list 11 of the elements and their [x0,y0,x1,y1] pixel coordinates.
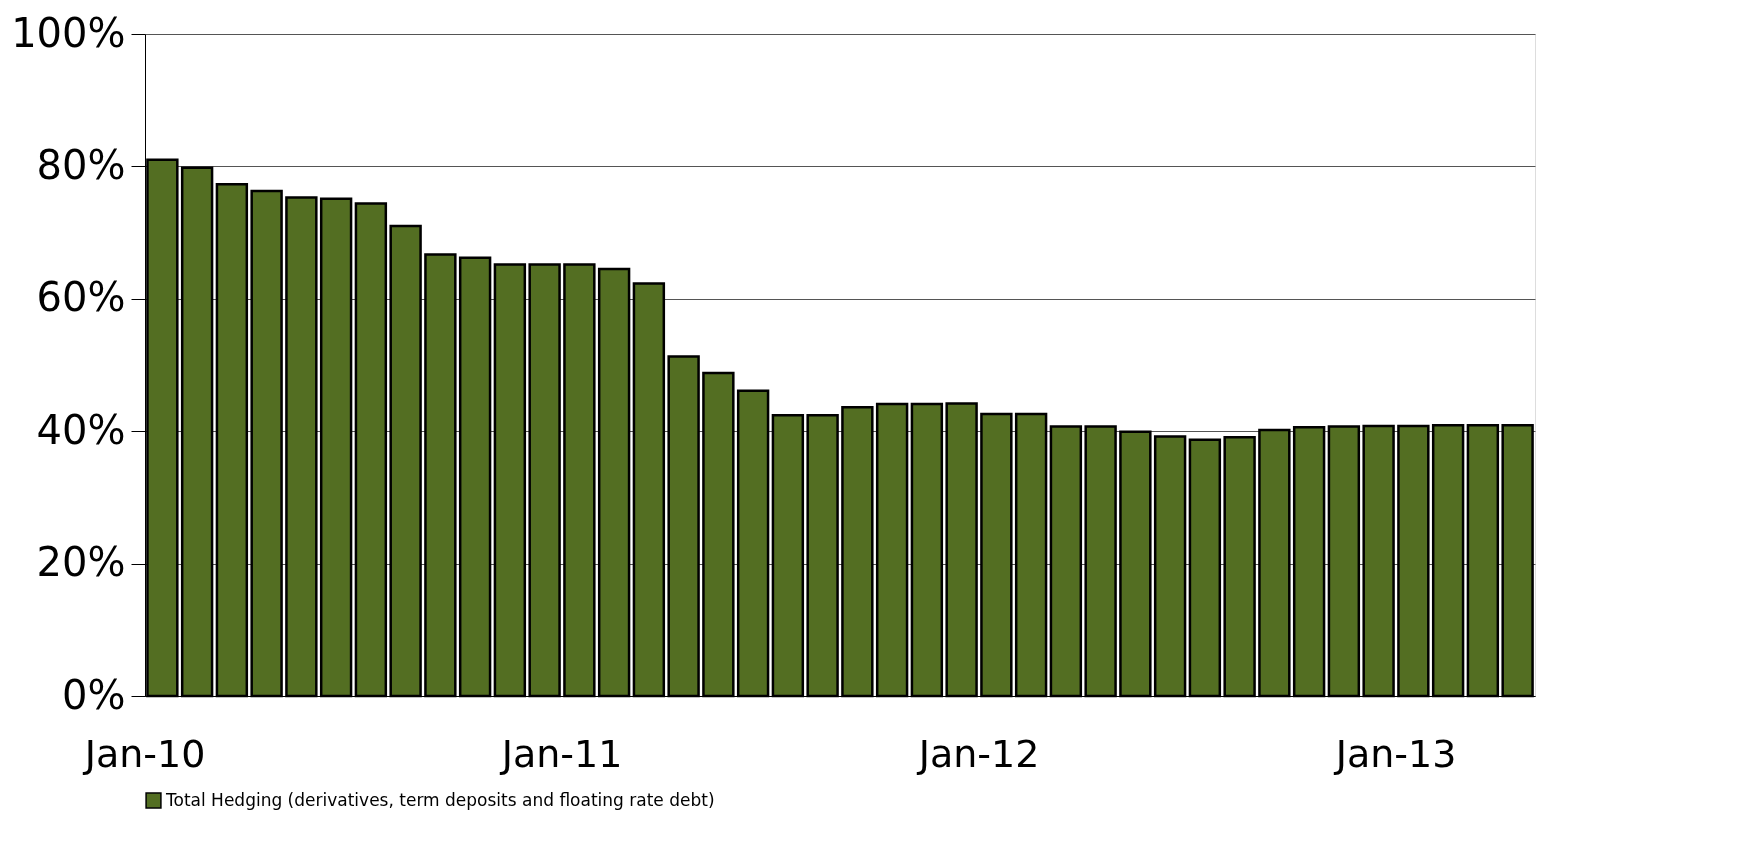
y-tick-label: 60% [36,274,126,321]
y-tick-label: 40% [36,406,126,453]
y-tick-label: 100% [11,9,126,56]
x-tick-label: Jan-10 [82,731,206,776]
x-tick-label: Jan-13 [1333,731,1457,776]
y-tick-label: 0% [62,671,126,718]
legend-label: Total Hedging (derivatives, term deposits and floating rate debt) [165,789,715,810]
x-tick-label: Jan-12 [916,731,1040,776]
y-tick-label: 20% [36,539,126,586]
x-tick-label: Jan-11 [499,731,623,776]
y-tick-label: 80% [36,141,126,188]
